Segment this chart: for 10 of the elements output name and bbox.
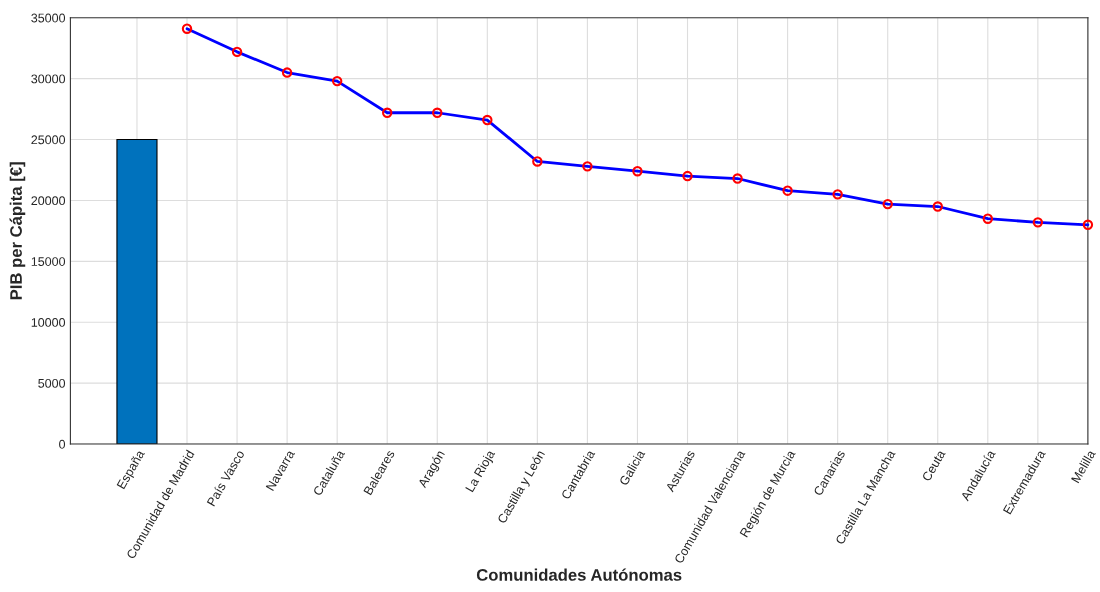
y-tick-label: 25000: [31, 135, 66, 145]
y-axis-title: PIB per Cápita [€]: [9, 162, 26, 300]
y-tick-label: 0: [59, 439, 66, 449]
y-tick-label: 30000: [31, 74, 66, 84]
y-tick-label: 10000: [31, 318, 66, 327]
y-tick-label: 15000: [31, 257, 66, 266]
y-tick-label: 20000: [31, 196, 66, 206]
x-axis-title: Comunidades Autónomas: [476, 568, 682, 581]
y-tick-label: 5000: [38, 378, 66, 388]
y-tick-label: 35000: [31, 13, 66, 23]
